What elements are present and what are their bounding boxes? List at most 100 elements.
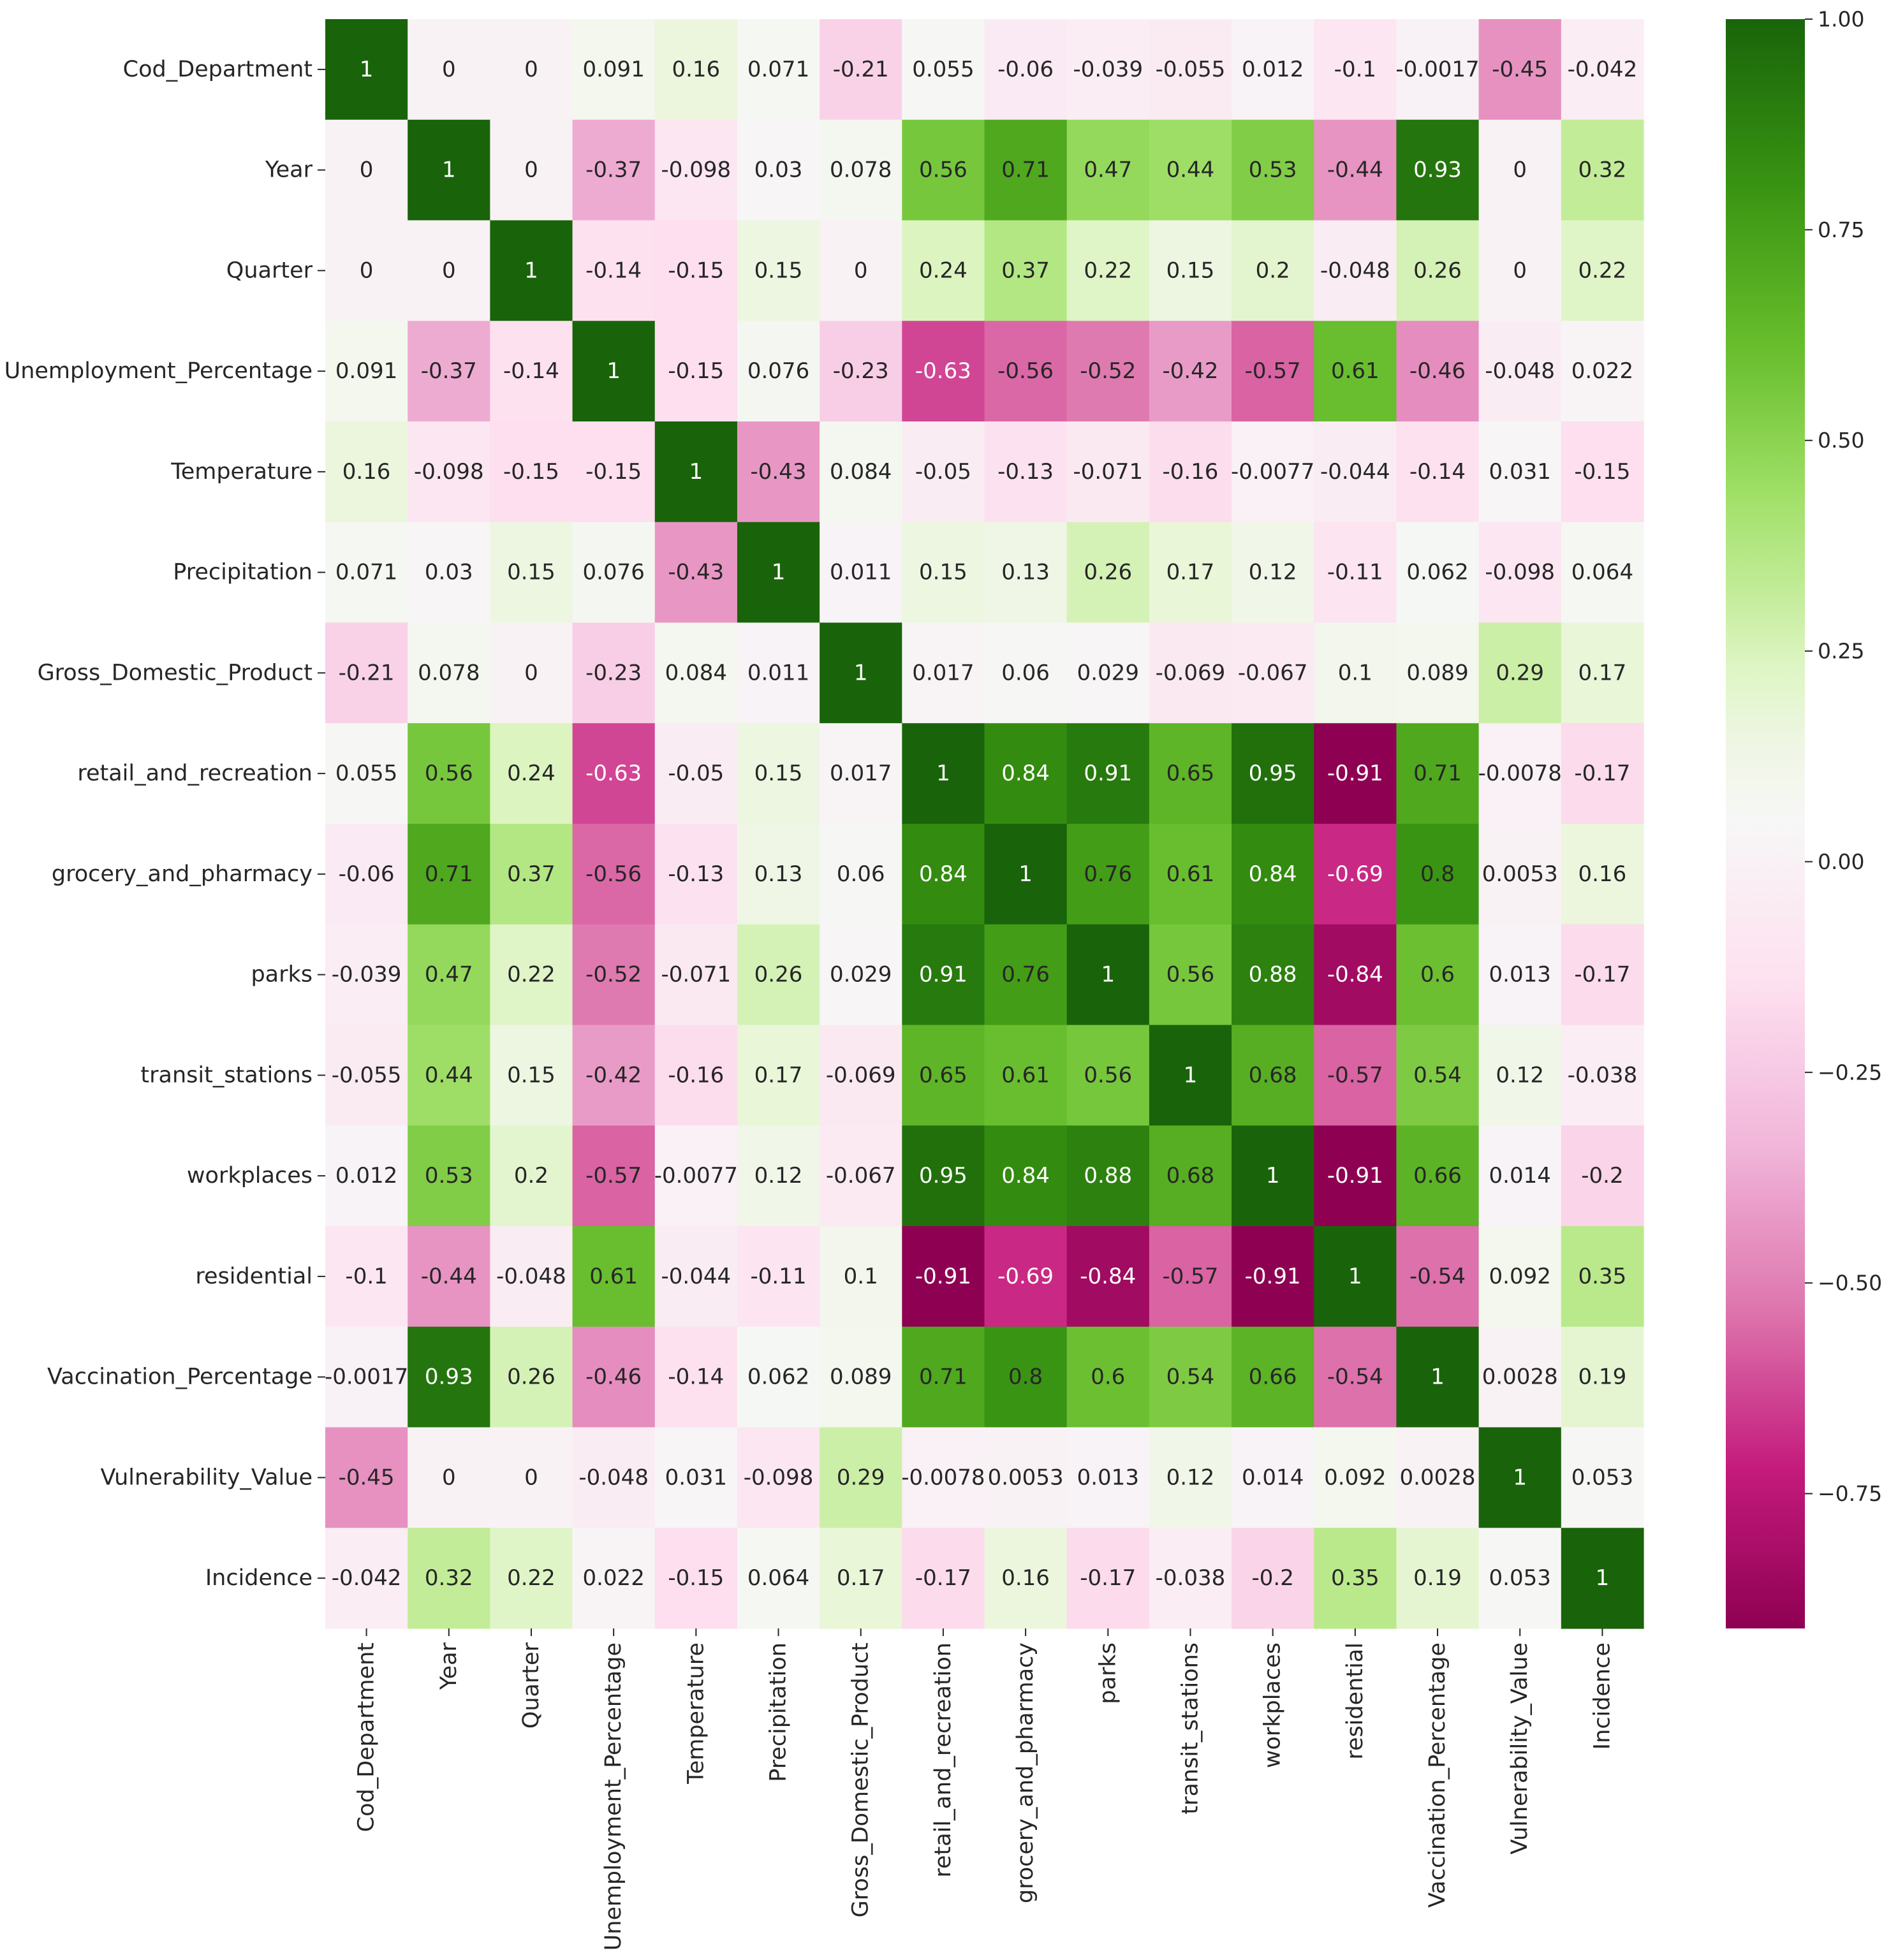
cell-annotation: -0.54: [1409, 1264, 1466, 1289]
heatmap-cell: [1232, 1528, 1314, 1629]
heatmap-cell: [1561, 723, 1644, 824]
cell-annotation: 0.32: [425, 1565, 473, 1591]
heatmap-cell: [902, 19, 985, 121]
cell-annotation: 0.61: [1166, 861, 1215, 887]
cell-annotation: 0.56: [919, 157, 967, 183]
heatmap-cell: [408, 1226, 490, 1327]
cell-annotation: 0.13: [1001, 560, 1050, 585]
cell-annotation: -0.2: [1581, 1163, 1623, 1188]
heatmap-cell: [325, 220, 408, 321]
heatmap-cell: [820, 622, 902, 724]
cell-annotation: 0.0028: [1482, 1364, 1558, 1390]
cell-annotation: 0.22: [1084, 258, 1132, 283]
cell-annotation: 0.17: [1166, 560, 1215, 585]
heatmap-cell: [1232, 1326, 1314, 1428]
cell-annotation: 1: [1513, 1465, 1527, 1490]
heatmap-cell: [1478, 421, 1562, 523]
cell-annotation: -0.37: [421, 358, 477, 384]
heatmap-cell: [984, 19, 1068, 121]
heatmap-cell: [325, 19, 408, 121]
cell-annotation: -0.042: [332, 1565, 402, 1591]
cell-annotation: 0: [442, 1465, 456, 1490]
cell-annotation: 0.078: [830, 157, 892, 183]
heatmap-cell: [902, 1326, 985, 1428]
heatmap-cell: [820, 723, 902, 824]
heatmap-cell: [820, 1326, 902, 1428]
cell-annotation: 0.15: [1166, 258, 1215, 283]
cell-annotation: 0.35: [1331, 1565, 1379, 1591]
cell-annotation: -0.44: [1327, 157, 1383, 183]
colorbar-tick-label: 0.00: [1818, 849, 1864, 874]
x-tick-label: Cod_Department: [354, 1642, 379, 1832]
cell-annotation: 0.22: [1578, 258, 1627, 283]
cell-annotation: -0.038: [1156, 1565, 1226, 1591]
heatmap-cell: [1066, 119, 1150, 221]
heatmap-cell: [984, 1326, 1068, 1428]
heatmap-cell: [1478, 924, 1562, 1026]
cell-annotation: -0.15: [668, 258, 724, 283]
cell-annotation: 0.29: [837, 1465, 885, 1490]
cell-annotation: 0.91: [1084, 761, 1132, 786]
x-tick-label: Quarter: [519, 1642, 544, 1729]
heatmap-cell: [1396, 220, 1480, 321]
heatmap-cell: [490, 1528, 573, 1629]
cell-annotation: -0.63: [585, 761, 642, 786]
heatmap-cell: [572, 1326, 656, 1428]
heatmap-cell: [1396, 824, 1480, 925]
cell-annotation: 0.06: [1001, 660, 1050, 685]
heatmap-cell: [1561, 1025, 1644, 1126]
cell-annotation: -0.06: [997, 57, 1054, 82]
cell-annotation: 1: [360, 57, 374, 82]
heatmap-cell: [654, 1226, 738, 1327]
heatmap-cell: [490, 1226, 573, 1327]
cell-annotation: 1: [1184, 1062, 1198, 1088]
heatmap-cell: [1232, 1226, 1314, 1327]
cell-annotation: 0.84: [1001, 761, 1050, 786]
heatmap-cell: [737, 924, 820, 1026]
heatmap-cell: [1149, 1025, 1232, 1126]
cell-annotation: 0.6: [1420, 962, 1455, 988]
heatmap-cell: [1561, 19, 1644, 121]
heatmap-cell: [325, 321, 408, 422]
cell-annotation: 0.12: [1496, 1062, 1544, 1088]
cell-annotation: -0.13: [997, 459, 1054, 485]
cell-annotation: 0.61: [589, 1264, 638, 1289]
heatmap-cell: [1232, 119, 1314, 221]
heatmap-cell: [984, 1125, 1068, 1227]
cell-annotation: 0: [854, 258, 868, 283]
cell-annotation: 0.029: [1077, 660, 1139, 685]
heatmap-cell: [1561, 1226, 1644, 1327]
x-tick-label: Year: [436, 1642, 462, 1690]
heatmap-cell: [902, 1125, 985, 1227]
heatmap-cell: [1066, 1125, 1150, 1227]
heatmap-cell: [1149, 1427, 1232, 1528]
cell-annotation: -0.048: [496, 1264, 566, 1289]
cell-annotation: -0.16: [1162, 459, 1218, 485]
heatmap-cell: [902, 723, 985, 824]
heatmap-cell: [1478, 19, 1562, 121]
x-tick-label: workplaces: [1260, 1642, 1286, 1768]
heatmap-cell: [490, 119, 573, 221]
cell-annotation: 0.03: [754, 157, 803, 183]
cell-annotation: 0.0028: [1400, 1465, 1476, 1490]
y-tick-label: Quarter: [226, 258, 313, 283]
heatmap-cell: [1232, 220, 1314, 321]
heatmap-cell: [1478, 1427, 1562, 1528]
heatmap-cell: [737, 321, 820, 422]
heatmap-cell: [902, 220, 985, 321]
cell-annotation: -0.17: [1080, 1565, 1136, 1591]
cell-annotation: 0.062: [1406, 560, 1468, 585]
heatmap-cell: [654, 321, 738, 422]
heatmap-cell: [1066, 522, 1150, 624]
cell-annotation: -0.14: [585, 258, 642, 283]
heatmap-cell: [490, 19, 573, 121]
heatmap-cell: [902, 924, 985, 1026]
y-tick-label: Year: [265, 157, 313, 183]
cell-annotation: 0.092: [1489, 1264, 1551, 1289]
heatmap-cell: [654, 622, 738, 724]
heatmap-cell: [1396, 1226, 1480, 1327]
heatmap-cell: [1066, 1427, 1150, 1528]
heatmap-cell: [654, 723, 738, 824]
cell-annotation: 0.16: [1001, 1565, 1050, 1591]
heatmap-cell: [654, 119, 738, 221]
